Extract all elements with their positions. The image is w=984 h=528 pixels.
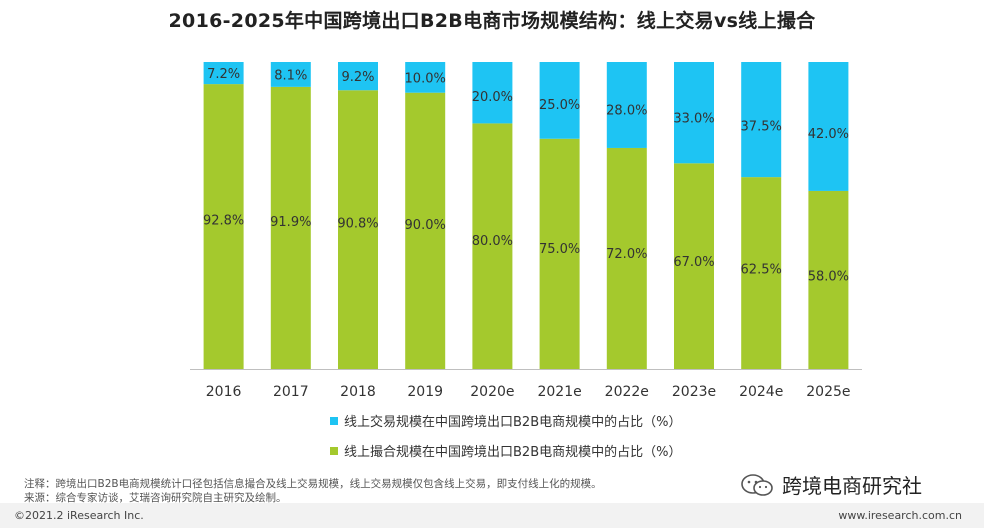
x-tick-label-2025e: 2025e — [806, 384, 850, 400]
wechat-icon — [741, 473, 773, 496]
bar-match-2021e — [539, 138, 580, 369]
x-tick-label-2019: 2019 — [407, 384, 443, 400]
bar-trade-2018 — [338, 62, 378, 91]
legend-swatch-trade — [330, 416, 338, 425]
data-label-trade-2018: 9.2% — [341, 70, 374, 85]
x-tick-label-2016: 2016 — [206, 384, 242, 400]
bar-match-2019 — [405, 92, 446, 369]
brand-watermark: 跨境电商研究社 — [740, 470, 922, 499]
data-label-trade-2017: 8.1% — [274, 68, 307, 83]
bar-trade-2019 — [405, 62, 446, 93]
data-label-match-2016: 92.8% — [203, 213, 244, 228]
note-line: 注释：跨境出口B2B电商规模统计口径包括信息撮合及线上交易规模，线上交易规模仅包… — [24, 478, 602, 490]
data-label-match-2019: 90.0% — [405, 218, 446, 233]
x-tick-label-2022e: 2022e — [605, 384, 649, 400]
data-label-trade-2019: 10.0% — [405, 71, 446, 86]
bar-trade-2024e — [741, 62, 782, 178]
bar-trade-2025e — [808, 62, 849, 191]
x-tick-label-2023e: 2023e — [672, 384, 716, 400]
x-tick-label-2020e: 2020e — [470, 384, 514, 400]
bar-trade-2023e — [674, 62, 714, 164]
bar-trade-2017 — [270, 62, 311, 87]
x-tick-label-2018: 2018 — [340, 384, 376, 400]
data-label-trade-2021e: 25.0% — [539, 98, 580, 113]
data-label-trade-2025e: 42.0% — [808, 127, 849, 142]
data-label-match-2021e: 75.0% — [539, 242, 580, 257]
chart-title: 2016-2025年中国跨境出口B2B电商市场规模结构：线上交易vs线上撮合 — [168, 10, 816, 32]
data-label-trade-2022e: 28.0% — [606, 103, 647, 118]
legend-item-match: 线上撮合规模在中国跨境出口B2B电商规模中的占比（%） — [330, 441, 681, 460]
bar-trade-2021e — [539, 62, 580, 139]
data-label-trade-2024e: 37.5% — [741, 119, 782, 134]
data-label-match-2017: 91.9% — [270, 215, 311, 230]
brand-name: 跨境电商研究社 — [782, 474, 922, 498]
bar-match-2024e — [741, 177, 782, 369]
data-label-match-2025e: 58.0% — [808, 270, 849, 285]
data-label-match-2024e: 62.5% — [741, 262, 782, 277]
bar-match-2018 — [338, 90, 378, 369]
source-line: 来源：综合专家访谈，艾瑞咨询研究院自主研究及绘制。 — [24, 492, 287, 504]
data-label-match-2018: 90.8% — [337, 217, 378, 232]
data-label-trade-2023e: 33.0% — [673, 112, 714, 127]
bar-trade-2016 — [203, 62, 244, 85]
stacked-bar-chart: 92.8% 7.2% 2016 91.9% 8.1% 2017 90.8% 9.2% 2018 9… — [190, 62, 862, 400]
bar-match-2017 — [270, 86, 311, 369]
bar-match-2020e — [472, 123, 513, 370]
footer-bar — [0, 503, 984, 528]
bar-trade-2020e — [472, 62, 513, 124]
data-label-match-2022e: 72.0% — [606, 247, 647, 262]
bar-match-2016 — [203, 84, 244, 369]
copyright: ©2021.2 iResearch Inc. — [14, 509, 144, 522]
x-tick-label-2024e: 2024e — [739, 384, 783, 400]
data-label-match-2023e: 67.0% — [673, 255, 714, 270]
bar-match-2022e — [606, 147, 647, 369]
x-tick-label-2021e: 2021e — [537, 384, 581, 400]
bar-match-2025e — [808, 190, 849, 369]
data-label-trade-2016: 7.2% — [207, 67, 240, 82]
bar-trade-2022e — [606, 62, 647, 148]
legend-item-trade: 线上交易规模在中国跨境出口B2B电商规模中的占比（%） — [330, 411, 681, 430]
legend-swatch-match — [330, 446, 338, 455]
data-label-match-2020e: 80.0% — [472, 234, 513, 249]
data-label-trade-2020e: 20.0% — [472, 90, 513, 105]
bar-match-2023e — [674, 163, 714, 369]
site-url: www.iresearch.com.cn — [838, 509, 962, 522]
legend-label-trade: 线上交易规模在中国跨境出口B2B电商规模中的占比（%） — [344, 415, 682, 430]
legend-label-match: 线上撮合规模在中国跨境出口B2B电商规模中的占比（%） — [344, 445, 682, 460]
x-tick-label-2017: 2017 — [273, 384, 309, 400]
